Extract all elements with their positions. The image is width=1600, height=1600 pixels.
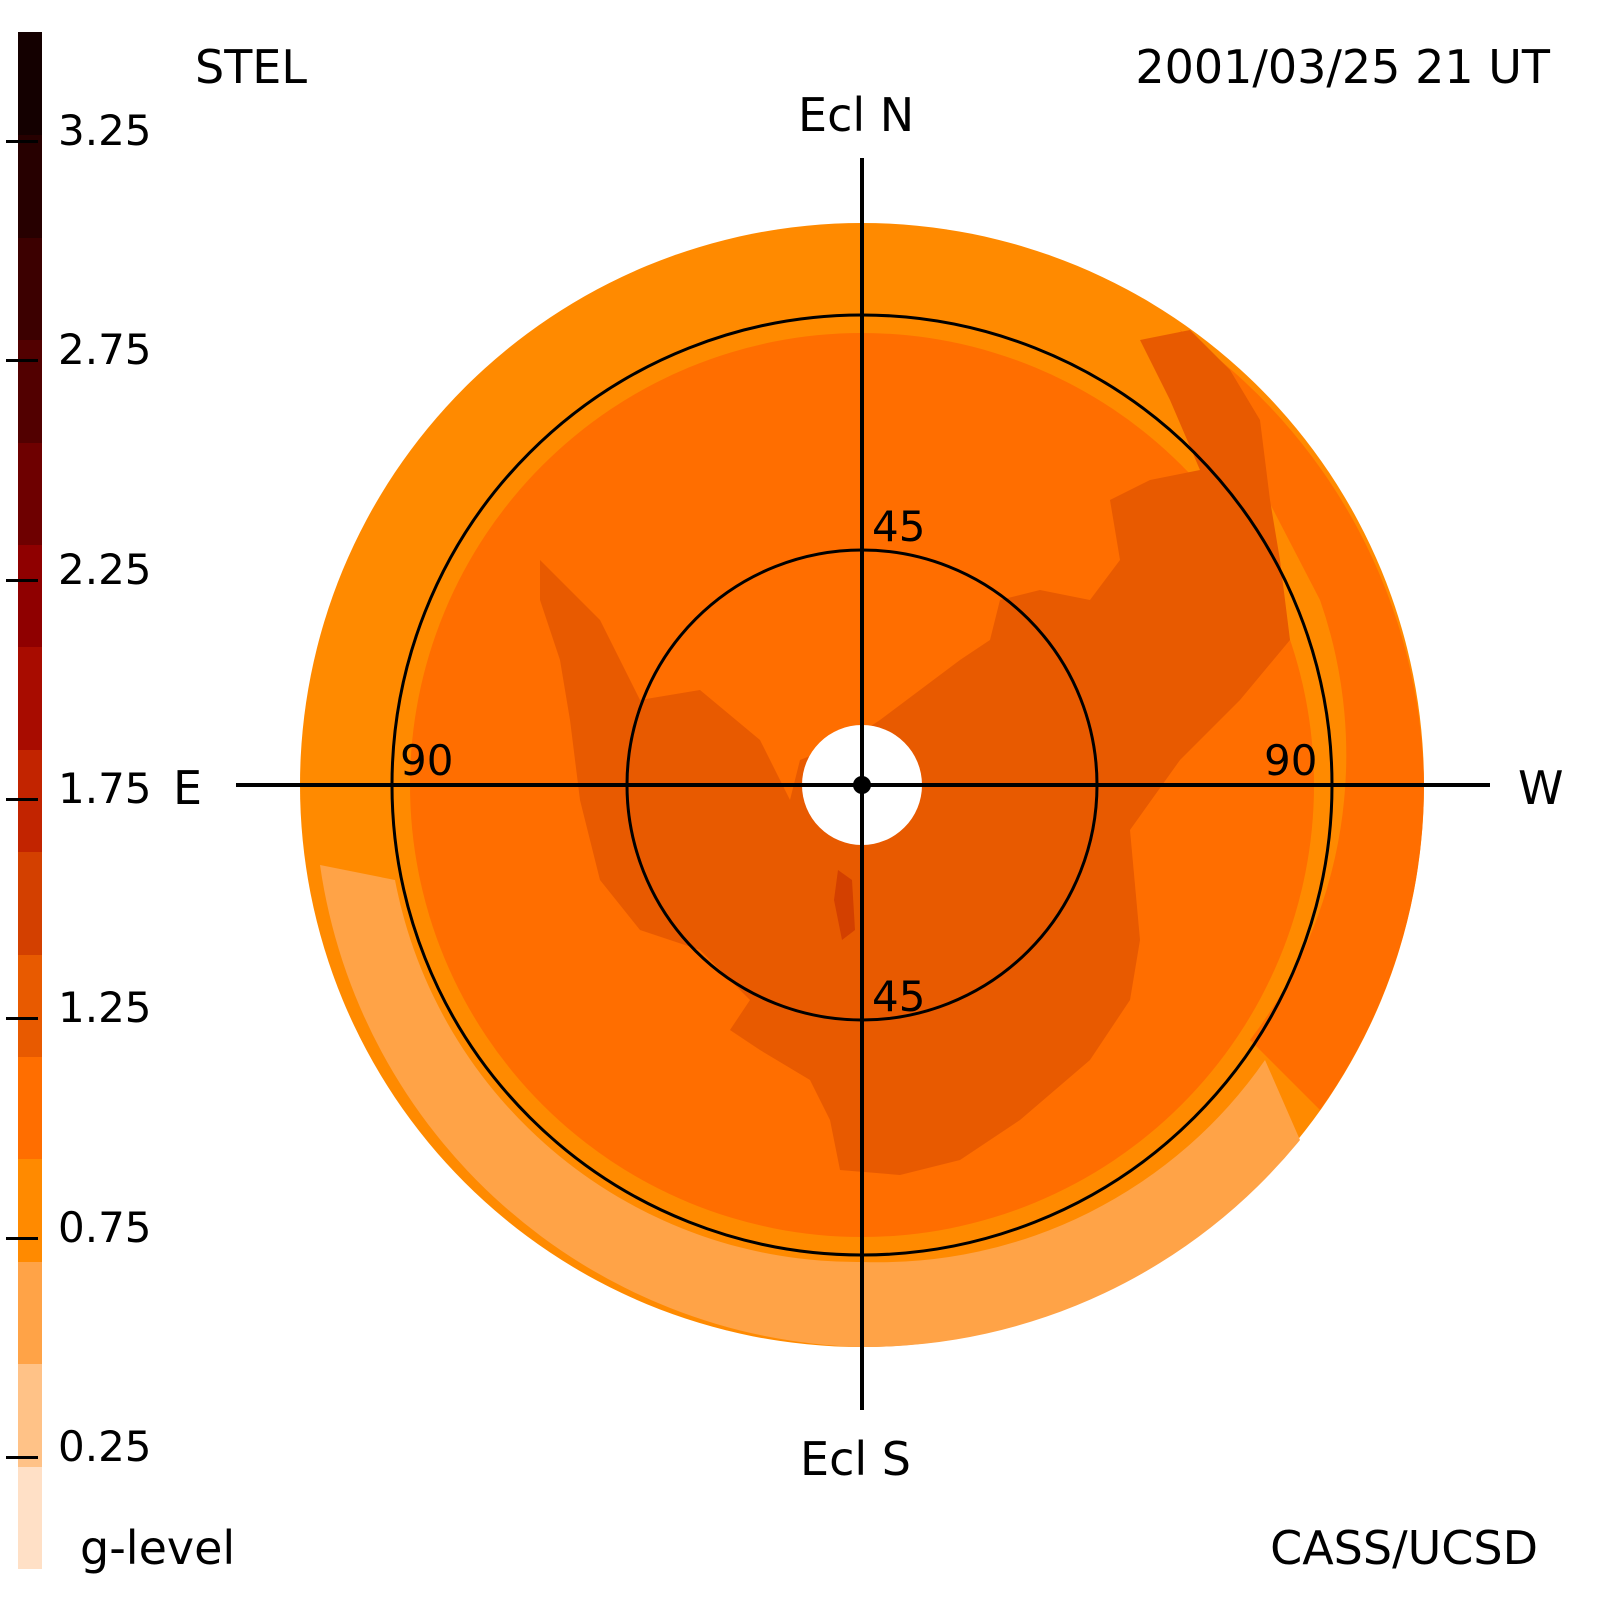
colorbar-segment [18, 851, 42, 955]
coordinate-grid [236, 158, 1490, 1410]
colorbar-tick-label: 0.75 [58, 1202, 152, 1252]
colorbar-tick-label: 2.75 [58, 325, 152, 375]
colorbar-segment [18, 1465, 42, 1569]
colorbar-tick-label: 3.25 [58, 105, 152, 155]
instrument-label: STEL [195, 40, 307, 94]
colorbar-segment [18, 646, 42, 750]
colorbar-tick-mark [6, 1236, 38, 1240]
ring-45-bottom-label: 45 [872, 972, 926, 1021]
colorbar-tick-label: 1.75 [58, 764, 152, 813]
enhanced-core [834, 870, 855, 940]
colorbar-tick-mark [6, 1456, 38, 1460]
colorbar-segment [18, 953, 42, 1057]
colorbar-segment [18, 32, 42, 136]
colorbar-segment [18, 441, 42, 545]
colorbar-segment [18, 236, 42, 341]
colorbar [18, 32, 42, 1569]
colorbar-tick-mark [6, 139, 38, 143]
colorbar-tick-mark [6, 359, 38, 363]
ring-90-left-label: 90 [400, 736, 454, 785]
elongation-90-ring [390, 313, 1334, 1257]
colorbar-tick-label: 2.25 [58, 544, 152, 594]
colorbar-tick-mark [6, 798, 38, 801]
west-mid-region [1180, 330, 1424, 1110]
colorbar-tick-mark [6, 1017, 38, 1021]
colorbar-segment [18, 1158, 42, 1262]
ring-45-top-label: 45 [872, 502, 926, 551]
colorbar-segment [18, 1056, 42, 1160]
colorbar-segment [18, 544, 42, 648]
colorbar-title: g-level [80, 1521, 236, 1575]
north-label: Ecl N [798, 88, 915, 142]
colorbar-segment [18, 339, 42, 443]
colorbar-tick-label: 0.25 [58, 1422, 152, 1472]
southeast-pale-region [320, 865, 1300, 1348]
timestamp-label: 2001/03/25 21 UT [1135, 40, 1550, 94]
credit-label: CASS/UCSD [1270, 1521, 1538, 1575]
west-label: W [1518, 761, 1564, 815]
south-label: Ecl S [800, 1432, 911, 1486]
colorbar-tick-label: 1.25 [58, 983, 152, 1033]
sun-center-dot [853, 776, 871, 794]
elongation-45-ring [625, 548, 1099, 1022]
enhanced-region [540, 330, 1290, 1175]
ring-90-right-label: 90 [1264, 736, 1318, 785]
colorbar-tick-mark [6, 578, 38, 582]
colorbar-segment [18, 134, 42, 238]
east-label: E [173, 761, 203, 815]
colorbar-segment [18, 1363, 42, 1467]
colorbar-segment [18, 1260, 42, 1365]
